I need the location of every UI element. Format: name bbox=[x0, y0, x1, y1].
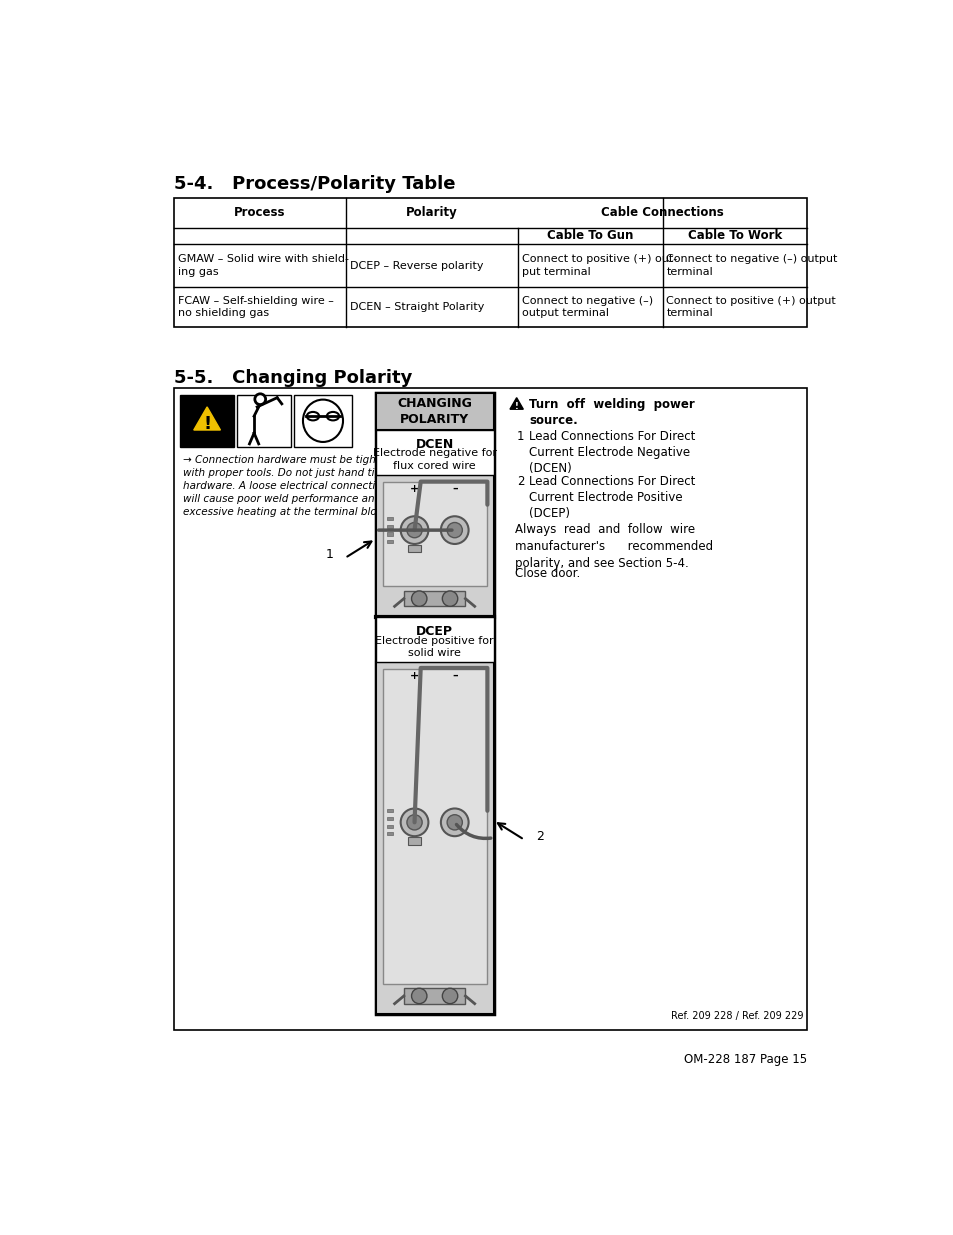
Polygon shape bbox=[403, 988, 465, 1004]
Polygon shape bbox=[387, 832, 393, 835]
Polygon shape bbox=[387, 517, 393, 520]
Circle shape bbox=[447, 815, 462, 830]
Circle shape bbox=[411, 592, 427, 606]
Circle shape bbox=[407, 522, 422, 537]
Polygon shape bbox=[193, 406, 220, 430]
Circle shape bbox=[440, 516, 468, 543]
Text: 1: 1 bbox=[517, 430, 523, 443]
Polygon shape bbox=[173, 199, 806, 327]
Text: Connect to positive (+) out-
put terminal: Connect to positive (+) out- put termina… bbox=[521, 254, 677, 277]
Polygon shape bbox=[375, 393, 493, 1014]
Polygon shape bbox=[403, 592, 465, 606]
Text: Electrode negative for
flux cored wire: Electrode negative for flux cored wire bbox=[373, 448, 497, 471]
Polygon shape bbox=[387, 525, 393, 527]
Circle shape bbox=[447, 522, 462, 537]
Polygon shape bbox=[237, 395, 291, 447]
Circle shape bbox=[440, 809, 468, 836]
Polygon shape bbox=[387, 816, 393, 820]
Polygon shape bbox=[408, 545, 420, 552]
Text: –: – bbox=[452, 671, 457, 680]
Polygon shape bbox=[294, 395, 352, 447]
Text: !: ! bbox=[203, 415, 211, 432]
Text: –: – bbox=[452, 484, 457, 494]
Text: +: + bbox=[410, 484, 418, 494]
Polygon shape bbox=[387, 809, 393, 813]
Text: Lead Connections For Direct
Current Electrode Negative
(DCEN): Lead Connections For Direct Current Elec… bbox=[528, 430, 695, 475]
Text: Connect to positive (+) output
terminal: Connect to positive (+) output terminal bbox=[666, 295, 836, 319]
Text: Connect to negative (–)
output terminal: Connect to negative (–) output terminal bbox=[521, 295, 653, 319]
Text: Lead Connections For Direct
Current Electrode Positive
(DCEP): Lead Connections For Direct Current Elec… bbox=[528, 474, 695, 520]
Circle shape bbox=[254, 394, 265, 405]
Polygon shape bbox=[375, 474, 493, 618]
Polygon shape bbox=[387, 825, 393, 827]
Circle shape bbox=[411, 988, 427, 1004]
Text: Cable Connections: Cable Connections bbox=[600, 206, 723, 220]
Polygon shape bbox=[375, 662, 493, 1014]
Circle shape bbox=[442, 592, 457, 606]
Text: 5-4.   Process/Polarity Table: 5-4. Process/Polarity Table bbox=[173, 175, 455, 193]
Text: OM-228 187 Page 15: OM-228 187 Page 15 bbox=[683, 1053, 806, 1066]
Polygon shape bbox=[375, 430, 493, 474]
Text: 2: 2 bbox=[536, 830, 543, 844]
Text: 5-5.   Changing Polarity: 5-5. Changing Polarity bbox=[173, 369, 412, 388]
Polygon shape bbox=[382, 482, 486, 587]
Text: CHANGING
POLARITY: CHANGING POLARITY bbox=[396, 396, 472, 426]
Polygon shape bbox=[375, 618, 493, 662]
Text: FCAW – Self-shielding wire –
no shielding gas: FCAW – Self-shielding wire – no shieldin… bbox=[177, 295, 334, 319]
Polygon shape bbox=[387, 532, 393, 536]
Text: DCEN – Straight Polarity: DCEN – Straight Polarity bbox=[350, 301, 484, 311]
Text: !: ! bbox=[515, 401, 518, 411]
Polygon shape bbox=[375, 393, 493, 430]
Circle shape bbox=[400, 516, 428, 543]
Text: Electrode positive for
solid wire: Electrode positive for solid wire bbox=[375, 636, 494, 658]
Text: Cable To Gun: Cable To Gun bbox=[547, 230, 633, 242]
Polygon shape bbox=[382, 668, 486, 983]
Polygon shape bbox=[510, 398, 523, 409]
Text: Always  read  and  follow  wire
manufacturer's      recommended
polarity, and se: Always read and follow wire manufacturer… bbox=[515, 524, 713, 571]
Text: GMAW – Solid wire with shield-
ing gas: GMAW – Solid wire with shield- ing gas bbox=[177, 254, 349, 277]
Polygon shape bbox=[173, 389, 806, 1030]
Text: +: + bbox=[410, 671, 418, 680]
Polygon shape bbox=[408, 837, 420, 845]
Text: DCEN: DCEN bbox=[416, 437, 454, 451]
Polygon shape bbox=[387, 540, 393, 543]
Text: 2: 2 bbox=[517, 474, 523, 488]
Text: Connect to negative (–) output
terminal: Connect to negative (–) output terminal bbox=[666, 254, 837, 277]
Text: Polarity: Polarity bbox=[406, 206, 457, 220]
Text: Turn  off  welding  power
source.: Turn off welding power source. bbox=[528, 398, 694, 427]
Text: Close door.: Close door. bbox=[515, 567, 579, 580]
Circle shape bbox=[400, 809, 428, 836]
Circle shape bbox=[407, 815, 422, 830]
Circle shape bbox=[442, 988, 457, 1004]
Text: DCEP: DCEP bbox=[416, 625, 453, 637]
Text: 1: 1 bbox=[325, 548, 333, 562]
Text: → Connection hardware must be tightened
with proper tools. Do not just hand tigh: → Connection hardware must be tightened … bbox=[183, 454, 406, 517]
Text: Cable To Work: Cable To Work bbox=[687, 230, 781, 242]
Text: DCEP – Reverse polarity: DCEP – Reverse polarity bbox=[350, 261, 483, 270]
Text: Process: Process bbox=[234, 206, 286, 220]
Text: Ref. 209 228 / Ref. 209 229: Ref. 209 228 / Ref. 209 229 bbox=[670, 1010, 802, 1020]
Polygon shape bbox=[180, 395, 233, 447]
